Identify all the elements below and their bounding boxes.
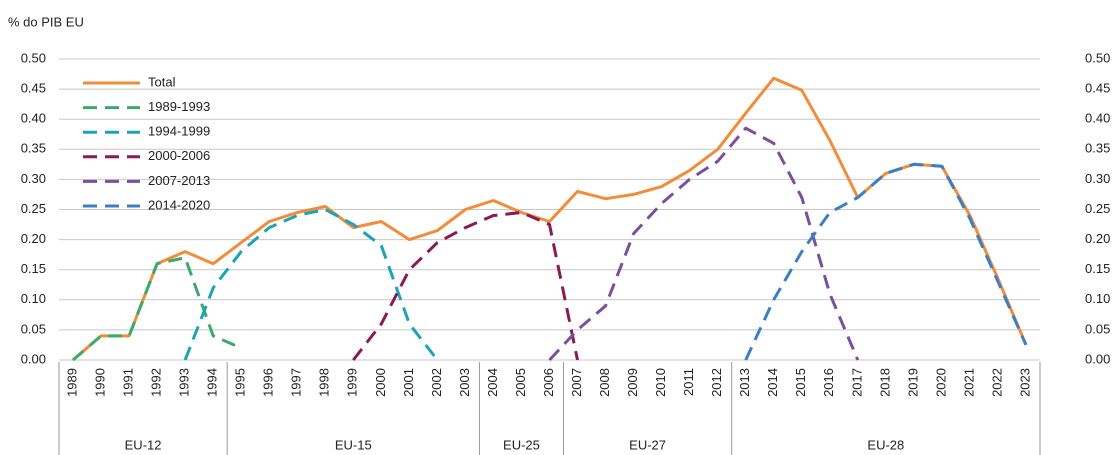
legend-label: 2014-2020	[148, 197, 210, 212]
y-tick-label: 0.25	[21, 201, 46, 216]
group-label: EU-25	[503, 437, 540, 452]
y2-tick-label: 0.25	[1085, 201, 1110, 216]
legend-label: Total	[148, 74, 176, 89]
y2-tick-label: 0.30	[1085, 171, 1110, 186]
x-tick-label: 1990	[92, 368, 107, 397]
x-tick-label: 2013	[737, 368, 752, 397]
y-tick-label: 0.00	[21, 351, 46, 366]
x-tick-label: 2019	[905, 368, 920, 397]
x-tick-label: 2007	[569, 368, 584, 397]
x-tick-label: 2016	[821, 368, 836, 397]
y2-tick-label: 0.10	[1085, 291, 1110, 306]
x-tick-label: 2000	[373, 368, 388, 397]
y2-tick-label: 0.40	[1085, 111, 1110, 126]
x-tick-label: 2011	[681, 368, 696, 396]
series-line	[72, 256, 242, 362]
y2-tick-label: 0.50	[1085, 50, 1110, 65]
y-tick-label: 0.20	[21, 231, 46, 246]
x-tick-label: 1989	[64, 368, 79, 397]
x-tick-label: 1999	[345, 368, 360, 397]
series-line	[352, 211, 579, 361]
x-tick-label: 2022	[989, 368, 1004, 397]
x-tick-label: 2014	[765, 368, 780, 397]
x-tick-label: 2009	[625, 368, 640, 397]
y-tick-label: 0.35	[21, 141, 46, 156]
series-line	[744, 162, 1028, 361]
x-tick-label: 2021	[961, 368, 976, 397]
group-label: EU-12	[125, 437, 162, 452]
x-tick-label: 1991	[121, 368, 136, 397]
x-tick-label: 1998	[317, 368, 332, 397]
series-line	[72, 76, 1028, 362]
x-tick-label: 2003	[457, 368, 472, 397]
x-tick-label: 1994	[205, 368, 220, 397]
x-tick-label: 2010	[653, 368, 668, 397]
y2-tick-label: 0.00	[1085, 351, 1110, 366]
y-tick-label: 0.10	[21, 291, 46, 306]
x-tick-label: 2015	[793, 368, 808, 397]
y-tick-label: 0.40	[21, 111, 46, 126]
y2-tick-label: 0.20	[1085, 231, 1110, 246]
x-tick-label: 1996	[261, 368, 276, 397]
y-tick-label: 0.05	[21, 321, 46, 336]
series-line	[548, 126, 860, 362]
x-tick-label: 2008	[597, 368, 612, 397]
x-tick-label: 1992	[149, 368, 164, 397]
x-tick-label: 1993	[177, 368, 192, 397]
x-tick-label: 2023	[1017, 368, 1032, 397]
legend-label: 2000-2006	[148, 148, 210, 163]
x-tick-label: 2002	[429, 368, 444, 397]
x-tick-label: 2005	[513, 368, 528, 397]
y2-tick-label: 0.15	[1085, 261, 1110, 276]
series-line	[183, 208, 439, 361]
legend-label: 1989-1993	[148, 99, 210, 114]
x-tick-label: 2020	[933, 368, 948, 397]
y2-tick-label: 0.35	[1085, 141, 1110, 156]
x-tick-label: 1995	[233, 368, 248, 397]
group-label: EU-28	[867, 437, 904, 452]
x-tick-label: 2012	[709, 368, 724, 397]
x-tick-label: 2017	[849, 368, 864, 397]
x-tick-label: 2001	[401, 368, 416, 397]
y2-tick-label: 0.05	[1085, 321, 1110, 336]
y2-tick-label: 0.45	[1085, 81, 1110, 96]
x-tick-label: 1997	[289, 368, 304, 397]
x-tick-label: 2018	[877, 368, 892, 397]
y-tick-label: 0.45	[21, 81, 46, 96]
group-label: EU-27	[629, 437, 666, 452]
y-tick-label: 0.15	[21, 261, 46, 276]
x-tick-label: 2006	[541, 368, 556, 397]
y-tick-label: 0.50	[21, 50, 46, 65]
legend-label: 1994-1999	[148, 124, 210, 139]
x-tick-label: 2004	[485, 368, 500, 397]
y-tick-label: 0.30	[21, 171, 46, 186]
y-axis-label: % do PIB EU	[8, 14, 84, 29]
group-label: EU-15	[335, 437, 372, 452]
legend-label: 2007-2013	[148, 173, 210, 188]
